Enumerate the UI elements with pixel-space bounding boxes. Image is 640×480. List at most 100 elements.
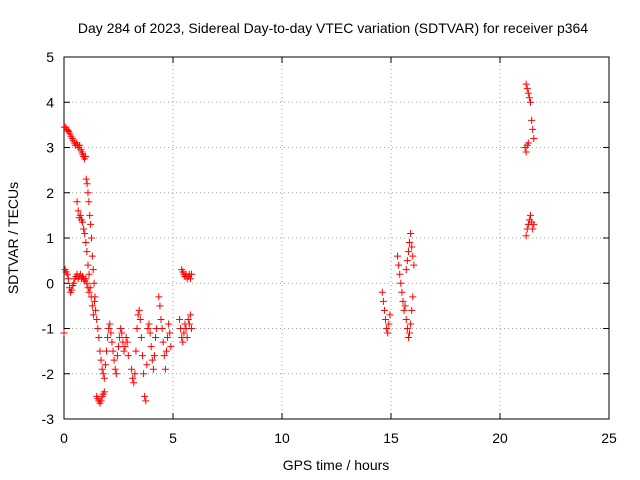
data-point	[158, 325, 166, 332]
data-point	[167, 343, 175, 351]
data-point	[86, 284, 94, 292]
y-tick-label: 1	[46, 230, 54, 246]
data-point	[140, 370, 148, 378]
data-point	[87, 234, 95, 242]
data-point	[105, 325, 113, 332]
data-point	[88, 302, 96, 310]
data-point	[525, 94, 533, 102]
data-point	[84, 261, 92, 269]
data-point	[186, 311, 194, 319]
data-point	[84, 189, 92, 197]
data-point	[116, 334, 124, 342]
data-point	[135, 306, 143, 314]
data-point	[60, 329, 68, 337]
data-point	[97, 397, 105, 405]
data-point	[85, 198, 93, 206]
data-point	[138, 352, 146, 360]
data-point	[384, 329, 392, 337]
data-point	[86, 211, 94, 219]
data-point	[396, 270, 404, 278]
x-tick-label: 10	[274, 430, 290, 446]
data-point	[64, 275, 72, 283]
data-point	[409, 252, 417, 260]
data-point	[83, 180, 91, 188]
data-point	[117, 325, 125, 332]
data-point	[74, 207, 82, 215]
data-point	[146, 329, 154, 337]
data-point	[97, 356, 105, 364]
data-point	[150, 352, 158, 360]
data-point	[142, 397, 150, 405]
data-point	[129, 374, 137, 382]
data-point	[87, 293, 95, 301]
data-point	[406, 329, 414, 337]
data-point	[108, 338, 116, 346]
data-point	[406, 239, 414, 247]
data-point	[90, 279, 98, 287]
data-point	[527, 98, 535, 106]
data-points	[60, 80, 538, 407]
data-point	[115, 343, 122, 351]
x-tick-label: 15	[383, 430, 399, 446]
data-point	[143, 361, 151, 369]
data-point	[87, 220, 95, 228]
data-point	[76, 141, 84, 149]
y-tick-label: 3	[46, 140, 54, 156]
data-point	[164, 334, 172, 342]
data-point	[85, 288, 93, 296]
data-point	[380, 306, 388, 314]
data-point	[130, 379, 138, 387]
data-point	[404, 334, 412, 342]
data-point	[122, 334, 130, 342]
y-axis-label: SDTVAR / TECUs	[5, 182, 21, 294]
data-point	[522, 232, 530, 240]
data-point	[123, 338, 131, 346]
y-tick-label: 2	[46, 185, 54, 201]
data-point	[527, 211, 535, 219]
data-point	[120, 347, 128, 355]
data-point	[155, 293, 163, 301]
data-point	[522, 148, 530, 156]
data-point	[128, 365, 136, 373]
data-point	[85, 270, 93, 278]
data-point	[157, 315, 165, 323]
data-point	[408, 306, 416, 314]
data-point	[131, 370, 139, 378]
y-tick-labels: -3 -2 -1 0 1 2 3 4 5	[42, 49, 55, 427]
data-point	[383, 325, 391, 332]
data-point	[134, 311, 142, 319]
data-point	[88, 252, 96, 260]
data-point	[76, 211, 84, 219]
data-point	[68, 286, 76, 294]
data-point	[95, 334, 103, 342]
data-point	[529, 225, 537, 233]
data-point	[145, 320, 153, 328]
data-point	[524, 89, 532, 97]
data-point	[109, 347, 117, 355]
data-point	[403, 257, 411, 265]
data-point	[385, 320, 393, 328]
data-point	[530, 134, 538, 142]
data-point	[149, 365, 157, 373]
data-point	[147, 343, 155, 351]
data-point	[403, 325, 411, 332]
x-tick-label: 5	[169, 430, 177, 446]
data-point	[92, 306, 100, 314]
y-tick-label: -3	[42, 411, 55, 427]
data-point	[408, 243, 416, 251]
x-tick-label: 20	[492, 430, 508, 446]
data-point	[401, 302, 409, 310]
data-point	[133, 325, 141, 332]
data-point	[148, 356, 156, 364]
x-tick-label: 0	[60, 430, 68, 446]
data-point	[395, 261, 403, 269]
data-point	[106, 320, 114, 328]
data-point	[83, 248, 91, 256]
data-point	[101, 361, 109, 369]
data-point	[110, 356, 118, 364]
data-point	[89, 266, 97, 274]
data-point	[107, 329, 115, 337]
data-point	[156, 302, 164, 310]
y-tick-label: 4	[46, 94, 54, 110]
